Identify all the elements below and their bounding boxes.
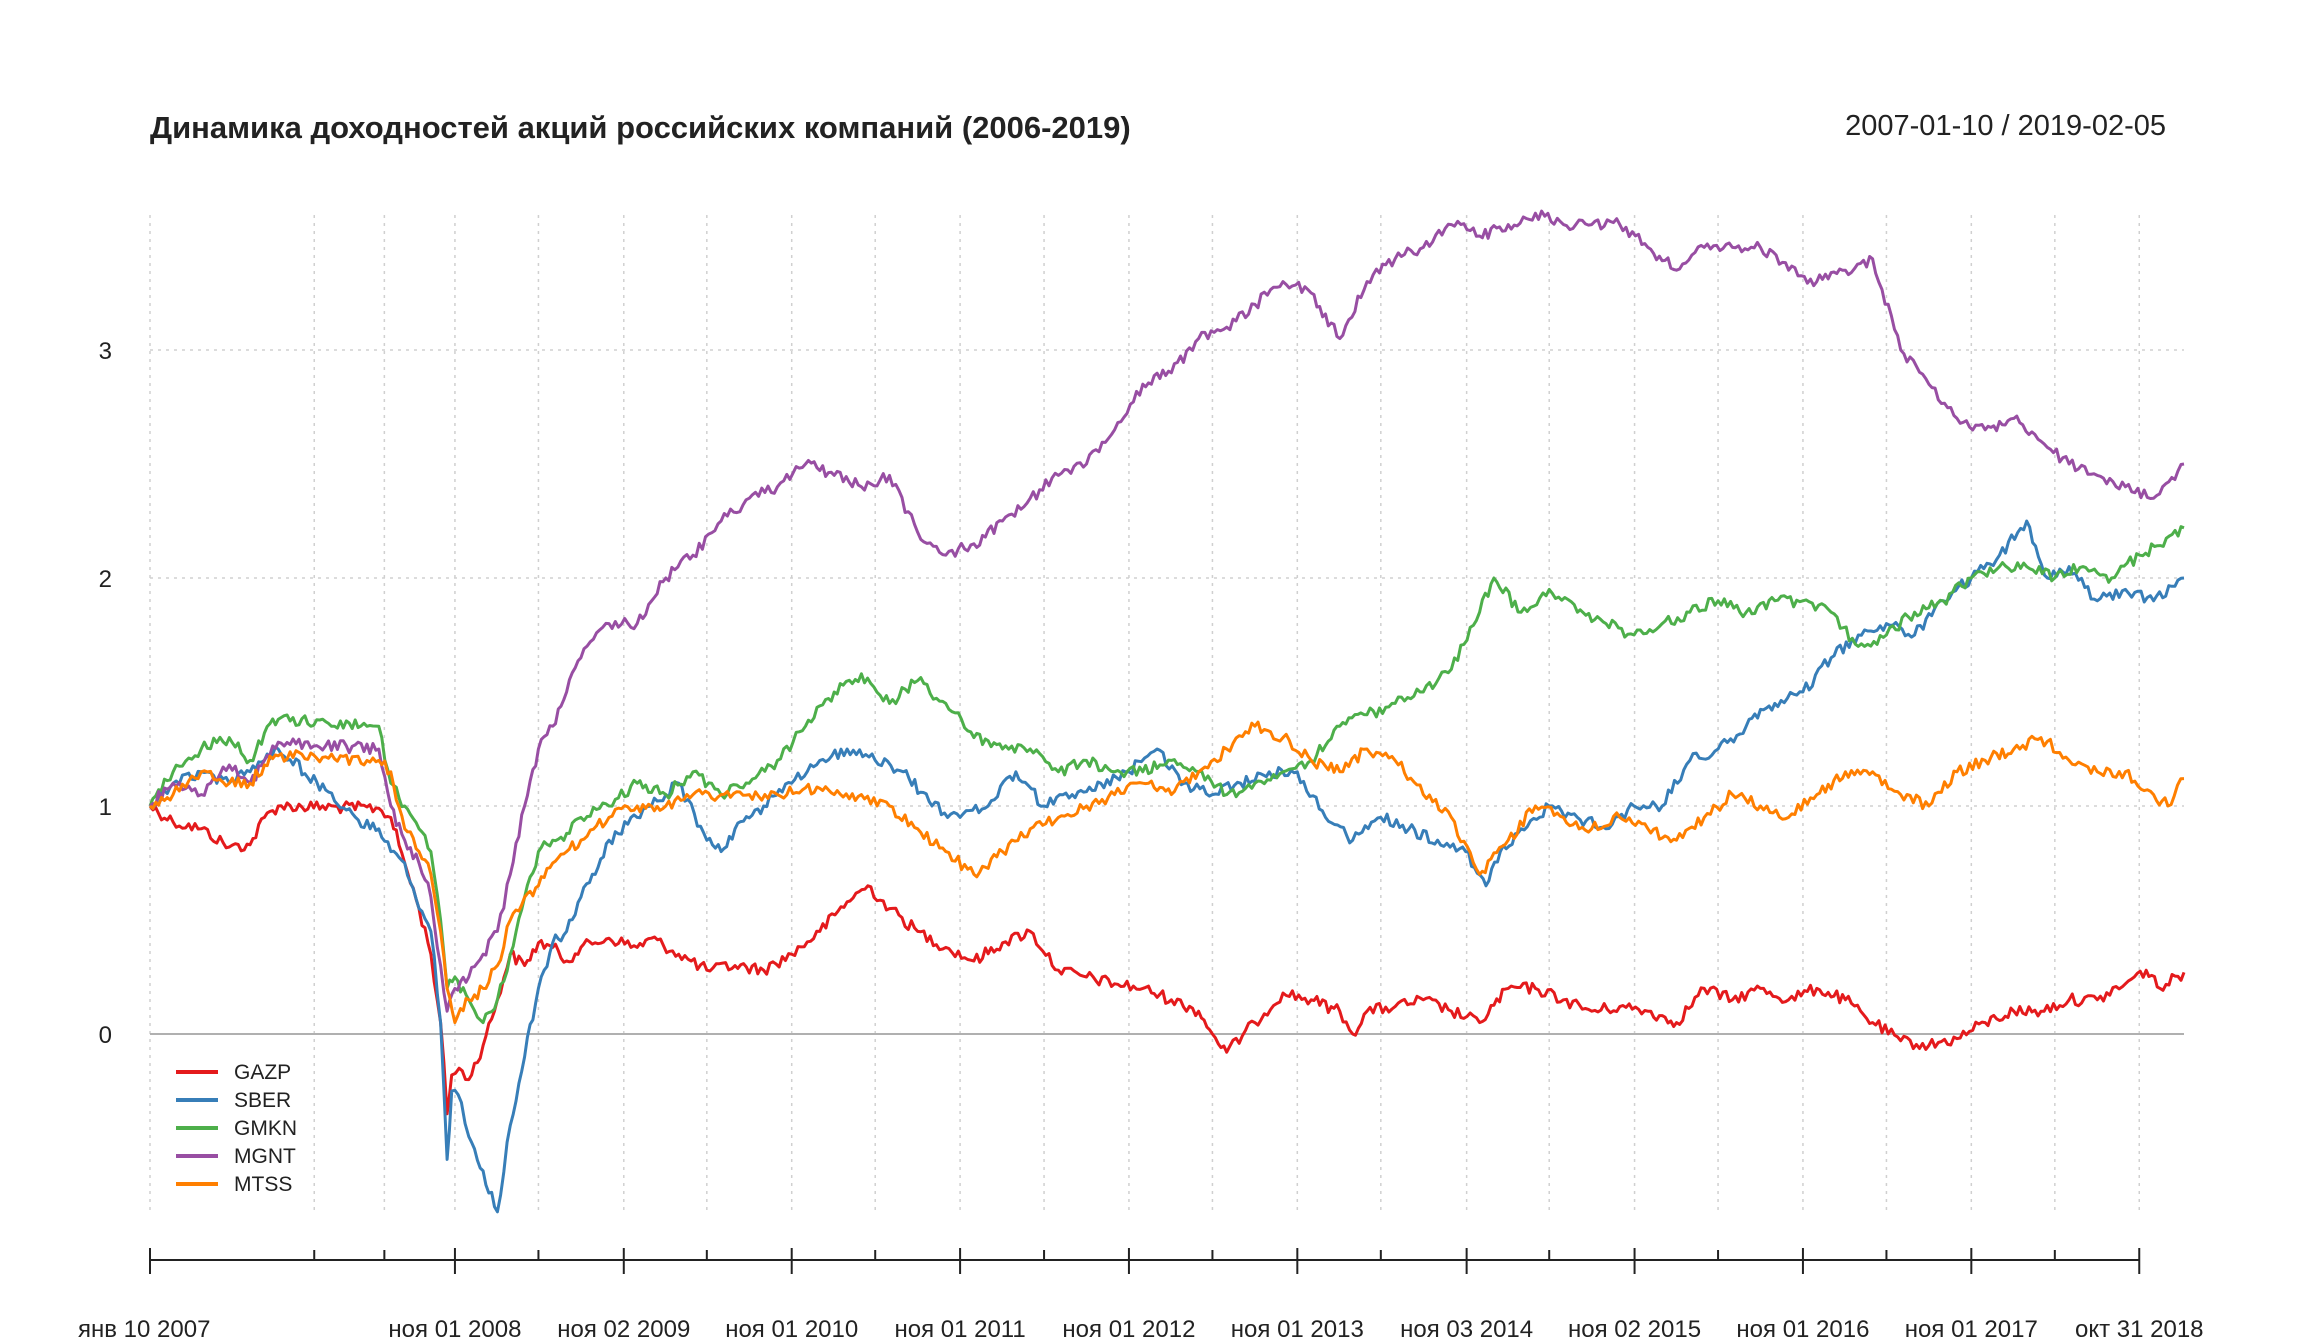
x-tick-label: ноя 02 2015 xyxy=(1568,1316,1701,1343)
x-tick-label: ноя 03 2014 xyxy=(1400,1316,1533,1343)
legend-label-sber: SBER xyxy=(234,1089,291,1112)
x-tick-label: ноя 01 2012 xyxy=(1062,1316,1195,1343)
grid-layer xyxy=(149,215,2184,1212)
y-axis: 0 1 2 3 xyxy=(99,338,112,1049)
series-line-mtss xyxy=(149,720,2185,1025)
x-tick-label: ноя 01 2016 xyxy=(1736,1316,1869,1343)
date-range-label: 2007-01-10 / 2019-02-05 xyxy=(1845,110,2166,142)
series-line-sber xyxy=(149,519,2185,1214)
series-line-gmkn xyxy=(148,525,2185,1025)
legend-label-gazp: GAZP xyxy=(234,1061,291,1084)
x-tick-label: ноя 01 2017 xyxy=(1905,1316,2038,1343)
x-tick-label: ноя 01 2013 xyxy=(1231,1316,1364,1343)
legend-label-mtss: MTSS xyxy=(234,1173,292,1196)
x-tick-label: ноя 01 2011 xyxy=(894,1316,1025,1343)
y-tick-label: 3 xyxy=(99,338,112,365)
legend: GAZP SBER GMKN MGNT MTSS xyxy=(176,1061,297,1196)
x-tick-label: ноя 01 2010 xyxy=(725,1316,858,1343)
y-tick-label: 2 xyxy=(99,566,112,593)
x-tick-label: ноя 01 2008 xyxy=(388,1316,521,1343)
series-line-gazp xyxy=(148,800,2186,1116)
series-line-mgnt xyxy=(149,209,2185,1013)
x-tick-label: ноя 02 2009 xyxy=(557,1316,690,1343)
chart-title: Динамика доходностей акций российских ко… xyxy=(150,110,1131,145)
legend-label-mgnt: MGNT xyxy=(234,1145,296,1168)
series-layer xyxy=(148,209,2186,1214)
x-tick-label: окт 31 2018 xyxy=(2075,1316,2204,1343)
x-tick-label: янв 10 2007 xyxy=(78,1316,210,1343)
y-tick-label: 1 xyxy=(99,794,112,821)
x-axis: янв 10 2007 ноя 01 2008 ноя 02 2009 ноя 01 … xyxy=(78,1248,2204,1343)
y-tick-label: 0 xyxy=(99,1022,112,1049)
legend-label-gmkn: GMKN xyxy=(234,1117,297,1140)
